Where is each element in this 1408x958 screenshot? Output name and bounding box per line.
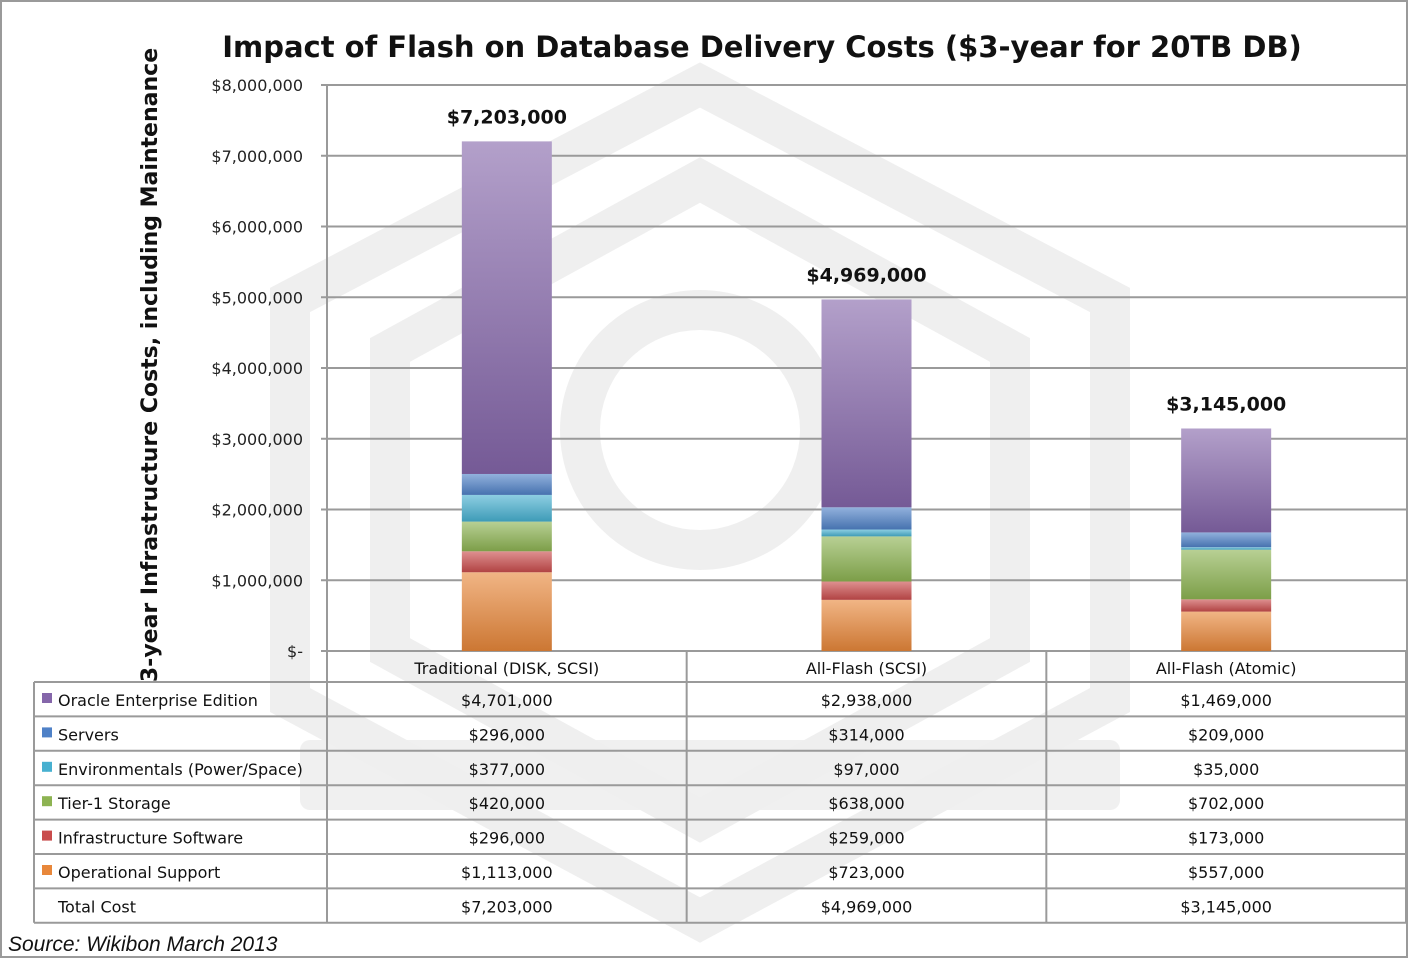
table-cell-value: $209,000 <box>1188 725 1264 744</box>
bar-segment-servers <box>1181 532 1272 548</box>
legend-swatch-environmentals-power-space <box>42 761 52 772</box>
y-tick-label: $6,000,000 <box>211 218 303 237</box>
y-tick-label: $3,000,000 <box>211 430 303 449</box>
table-cell-value: $296,000 <box>469 725 545 744</box>
bar-segment-oracle-enterprise-edition <box>461 141 552 474</box>
bar-segment-operational-support <box>821 599 912 651</box>
bar-segment-tier-1-storage <box>1181 549 1272 600</box>
row-label: Tier-1 Storage <box>57 794 171 813</box>
y-axis-ticks: $- $1,000,000 $2,000,000 $3,000,000 $4,000,0… <box>211 76 303 661</box>
bars <box>461 141 1272 651</box>
bar-segment-infrastructure-software <box>461 551 552 573</box>
total-data-label: $7,203,000 <box>447 106 567 128</box>
table-cell-value: $638,000 <box>828 794 904 813</box>
bar-stack-all-flash-scsi <box>821 299 912 651</box>
table-cell-value: $2,938,000 <box>821 691 913 710</box>
table-row-operational-support: Operational Support $1,113,000 $723,000 $55… <box>34 863 1406 890</box>
table-cell-value: $35,000 <box>1193 760 1259 779</box>
table-cell-value: $259,000 <box>828 829 904 848</box>
row-label: Servers <box>58 725 119 744</box>
bar-segment-oracle-enterprise-edition <box>821 299 912 508</box>
category-label: All-Flash (Atomic) <box>1156 659 1297 678</box>
bar-stack-all-flash-atomic <box>1181 428 1272 651</box>
table-cell-value: $97,000 <box>833 760 899 779</box>
table-cell-value: $7,203,000 <box>461 897 553 916</box>
legend-swatch-servers <box>42 727 52 738</box>
table-cell-value: $314,000 <box>828 725 904 744</box>
bar-segment-tier-1-storage <box>461 521 552 552</box>
table-row-tier-1-storage: Tier-1 Storage $420,000 $638,000 $702,000 <box>34 794 1406 821</box>
table-cell-value: $377,000 <box>469 760 545 779</box>
table-cell-value: $4,701,000 <box>461 691 553 710</box>
total-data-label: $4,969,000 <box>806 264 926 286</box>
y-tick-label: $7,000,000 <box>211 147 303 166</box>
legend-swatch-operational-support <box>42 865 52 875</box>
bar-segment-environmentals-power-space <box>1181 547 1272 550</box>
row-label: Infrastructure Software <box>58 829 243 848</box>
data-table: Traditional (DISK, SCSI) All-Flash (SCSI)… <box>33 651 1407 924</box>
table-cell-value: $702,000 <box>1188 794 1264 813</box>
y-tick-label: $1,000,000 <box>211 571 303 590</box>
table-row-infrastructure-software: Infrastructure Software $296,000 $259,000 $… <box>34 829 1406 855</box>
table-cell-value: $1,113,000 <box>461 863 553 882</box>
bar-segment-servers <box>461 473 552 495</box>
bar-segment-environmentals-power-space <box>461 494 552 522</box>
row-label: Total Cost <box>57 897 136 916</box>
table-cell-value: $3,145,000 <box>1180 897 1272 916</box>
bar-segment-servers <box>821 507 912 530</box>
row-label: Operational Support <box>58 863 220 882</box>
bar-segment-infrastructure-software <box>821 581 912 600</box>
bar-segment-environmentals-power-space <box>821 529 912 537</box>
table-cell-value: $296,000 <box>469 829 545 848</box>
legend-swatch-infrastructure-software <box>42 830 52 841</box>
table-cell-value: $4,969,000 <box>821 897 913 916</box>
source-note: Source: Wikibon March 2013 <box>8 933 278 956</box>
table-cell-value: $1,469,000 <box>1180 691 1272 710</box>
table-cell-value: $557,000 <box>1188 863 1264 882</box>
table-cell-value: $723,000 <box>828 863 904 882</box>
bar-segment-operational-support <box>1181 611 1272 651</box>
table-cell-value: $420,000 <box>469 794 545 813</box>
y-tick-label: $4,000,000 <box>211 359 303 378</box>
y-tick-label: $5,000,000 <box>211 288 303 307</box>
chart-title: Impact of Flash on Database Delivery Cos… <box>222 30 1302 64</box>
total-labels: $7,203,000 $4,969,000 $3,145,000 <box>447 106 1287 415</box>
table-row-servers: Servers $296,000 $314,000 $209,000 <box>34 725 1406 752</box>
bar-segment-tier-1-storage <box>821 536 912 582</box>
bar-stack-traditional-disk-scsi <box>461 141 552 651</box>
total-data-label: $3,145,000 <box>1166 393 1286 415</box>
bar-segment-operational-support <box>461 572 552 651</box>
y-tick-label: $2,000,000 <box>211 501 303 520</box>
category-label: Traditional (DISK, SCSI) <box>413 659 599 678</box>
table-cell-value: $173,000 <box>1188 829 1264 848</box>
legend-swatch-oracle-enterprise-edition <box>42 693 52 703</box>
y-tick-label: $- <box>287 642 303 661</box>
legend-swatch-tier-1-storage <box>42 796 52 807</box>
y-tick-label: $8,000,000 <box>211 76 303 95</box>
table-row-total-cost: Total Cost $7,203,000 $4,969,000 $3,145,000 <box>34 897 1406 924</box>
table-row-oracle-enterprise-edition: Oracle Enterprise Edition $4,701,000 $2,93… <box>34 691 1406 718</box>
table-row-environmentals-power-space: Environmentals (Power/Space) $377,000 $97,… <box>34 760 1406 787</box>
bar-segment-infrastructure-software <box>1181 599 1272 612</box>
category-label: All-Flash (SCSI) <box>806 659 927 678</box>
row-label: Environmentals (Power/Space) <box>58 760 303 779</box>
y-axis-label: 3-year Infrastructure Costs, including M… <box>138 48 163 682</box>
bar-segment-oracle-enterprise-edition <box>1181 428 1272 533</box>
row-label: Oracle Enterprise Edition <box>58 691 258 710</box>
